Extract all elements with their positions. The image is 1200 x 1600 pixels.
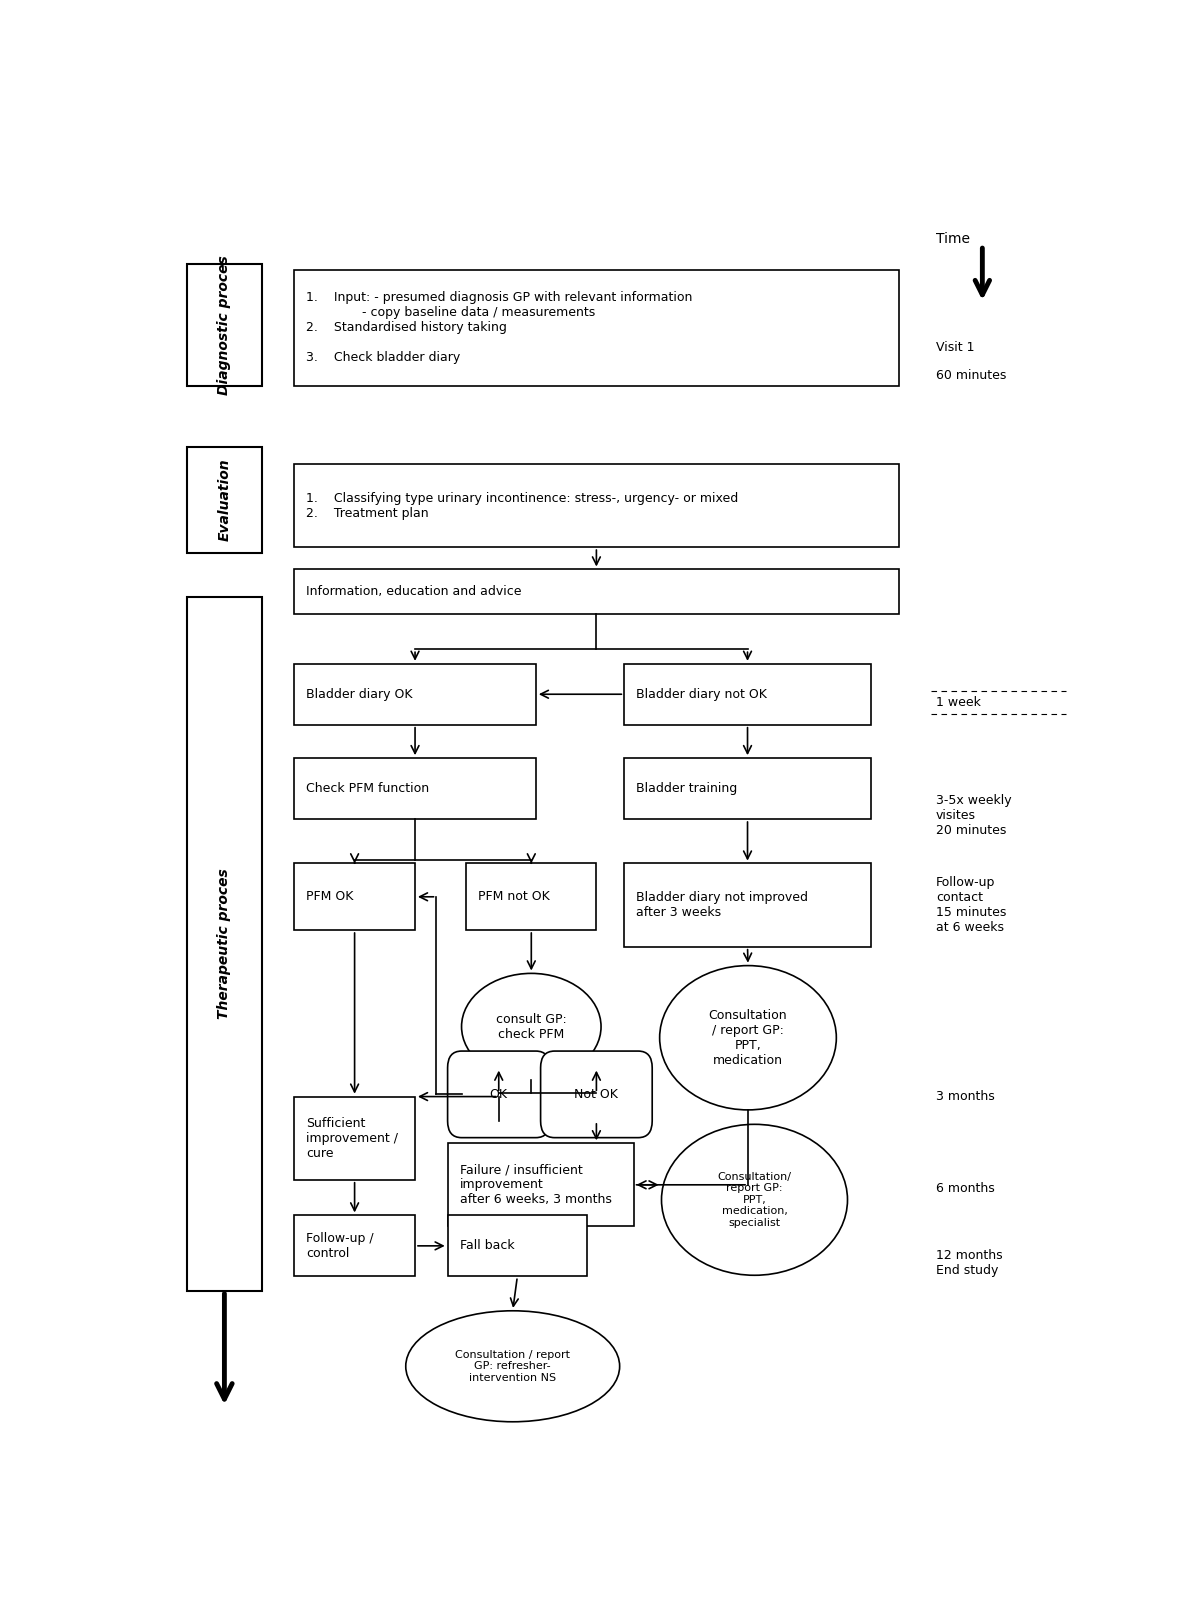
FancyBboxPatch shape xyxy=(294,464,899,547)
Text: Fall back: Fall back xyxy=(460,1240,515,1253)
Text: 3-5x weekly
visites
20 minutes: 3-5x weekly visites 20 minutes xyxy=(936,794,1012,837)
FancyBboxPatch shape xyxy=(467,864,596,930)
Text: 3 months: 3 months xyxy=(936,1090,995,1102)
Text: Bladder diary not OK: Bladder diary not OK xyxy=(636,688,767,701)
Ellipse shape xyxy=(660,966,836,1110)
Text: 12 months
End study: 12 months End study xyxy=(936,1250,1002,1277)
Text: Evaluation: Evaluation xyxy=(217,459,232,541)
FancyBboxPatch shape xyxy=(448,1051,550,1138)
FancyBboxPatch shape xyxy=(187,264,262,386)
Text: Bladder diary OK: Bladder diary OK xyxy=(306,688,413,701)
Text: Diagnostic proces: Diagnostic proces xyxy=(217,256,232,395)
Text: Time: Time xyxy=(936,232,970,246)
FancyBboxPatch shape xyxy=(624,758,871,819)
Text: Sufficient
improvement /
cure: Sufficient improvement / cure xyxy=(306,1117,398,1160)
Ellipse shape xyxy=(661,1125,847,1275)
Text: Not OK: Not OK xyxy=(575,1088,618,1101)
Text: PFM OK: PFM OK xyxy=(306,890,354,904)
FancyBboxPatch shape xyxy=(294,864,415,930)
FancyBboxPatch shape xyxy=(294,1096,415,1179)
FancyBboxPatch shape xyxy=(540,1051,653,1138)
FancyBboxPatch shape xyxy=(624,864,871,947)
Text: consult GP:
check PFM: consult GP: check PFM xyxy=(496,1013,566,1040)
Text: 1 week: 1 week xyxy=(936,696,980,709)
Text: 1.    Input: - presumed diagnosis GP with relevant information
              - c: 1. Input: - presumed diagnosis GP with r… xyxy=(306,291,692,365)
FancyBboxPatch shape xyxy=(448,1142,634,1227)
Text: 1.    Classifying type urinary incontinence: stress-, urgency- or mixed
2.    Tr: 1. Classifying type urinary incontinence… xyxy=(306,491,738,520)
FancyBboxPatch shape xyxy=(624,664,871,725)
Text: 6 months: 6 months xyxy=(936,1182,995,1195)
Ellipse shape xyxy=(406,1310,619,1422)
FancyBboxPatch shape xyxy=(294,664,536,725)
Text: PFM not OK: PFM not OK xyxy=(479,890,550,904)
FancyBboxPatch shape xyxy=(187,448,262,552)
Text: Visit 1: Visit 1 xyxy=(936,341,974,354)
FancyBboxPatch shape xyxy=(294,758,536,819)
Text: 60 minutes: 60 minutes xyxy=(936,368,1007,382)
FancyBboxPatch shape xyxy=(448,1216,587,1277)
FancyBboxPatch shape xyxy=(294,570,899,614)
Text: Consultation/
report GP:
PPT,
medication,
specialist: Consultation/ report GP: PPT, medication… xyxy=(718,1171,792,1227)
Text: Follow-up
contact
15 minutes
at 6 weeks: Follow-up contact 15 minutes at 6 weeks xyxy=(936,875,1007,933)
FancyBboxPatch shape xyxy=(187,597,262,1291)
Ellipse shape xyxy=(462,973,601,1080)
Text: Information, education and advice: Information, education and advice xyxy=(306,586,522,598)
Text: Therapeutic proces: Therapeutic proces xyxy=(217,869,232,1019)
FancyBboxPatch shape xyxy=(294,1216,415,1277)
Text: Consultation
/ report GP:
PPT,
medication: Consultation / report GP: PPT, medicatio… xyxy=(709,1008,787,1067)
Text: Check PFM function: Check PFM function xyxy=(306,782,430,795)
Text: Follow-up /
control: Follow-up / control xyxy=(306,1232,374,1259)
Text: Bladder training: Bladder training xyxy=(636,782,738,795)
FancyBboxPatch shape xyxy=(294,270,899,386)
Text: OK: OK xyxy=(490,1088,508,1101)
Text: Bladder diary not improved
after 3 weeks: Bladder diary not improved after 3 weeks xyxy=(636,891,809,918)
Text: Consultation / report
GP: refresher-
intervention NS: Consultation / report GP: refresher- int… xyxy=(455,1350,570,1382)
Text: Failure / insufficient
improvement
after 6 weeks, 3 months: Failure / insufficient improvement after… xyxy=(460,1163,612,1206)
